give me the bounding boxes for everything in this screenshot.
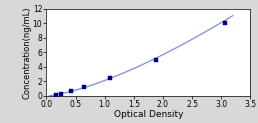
X-axis label: Optical Density: Optical Density [114,110,183,120]
Y-axis label: Concentration(ng/mL): Concentration(ng/mL) [22,6,31,99]
